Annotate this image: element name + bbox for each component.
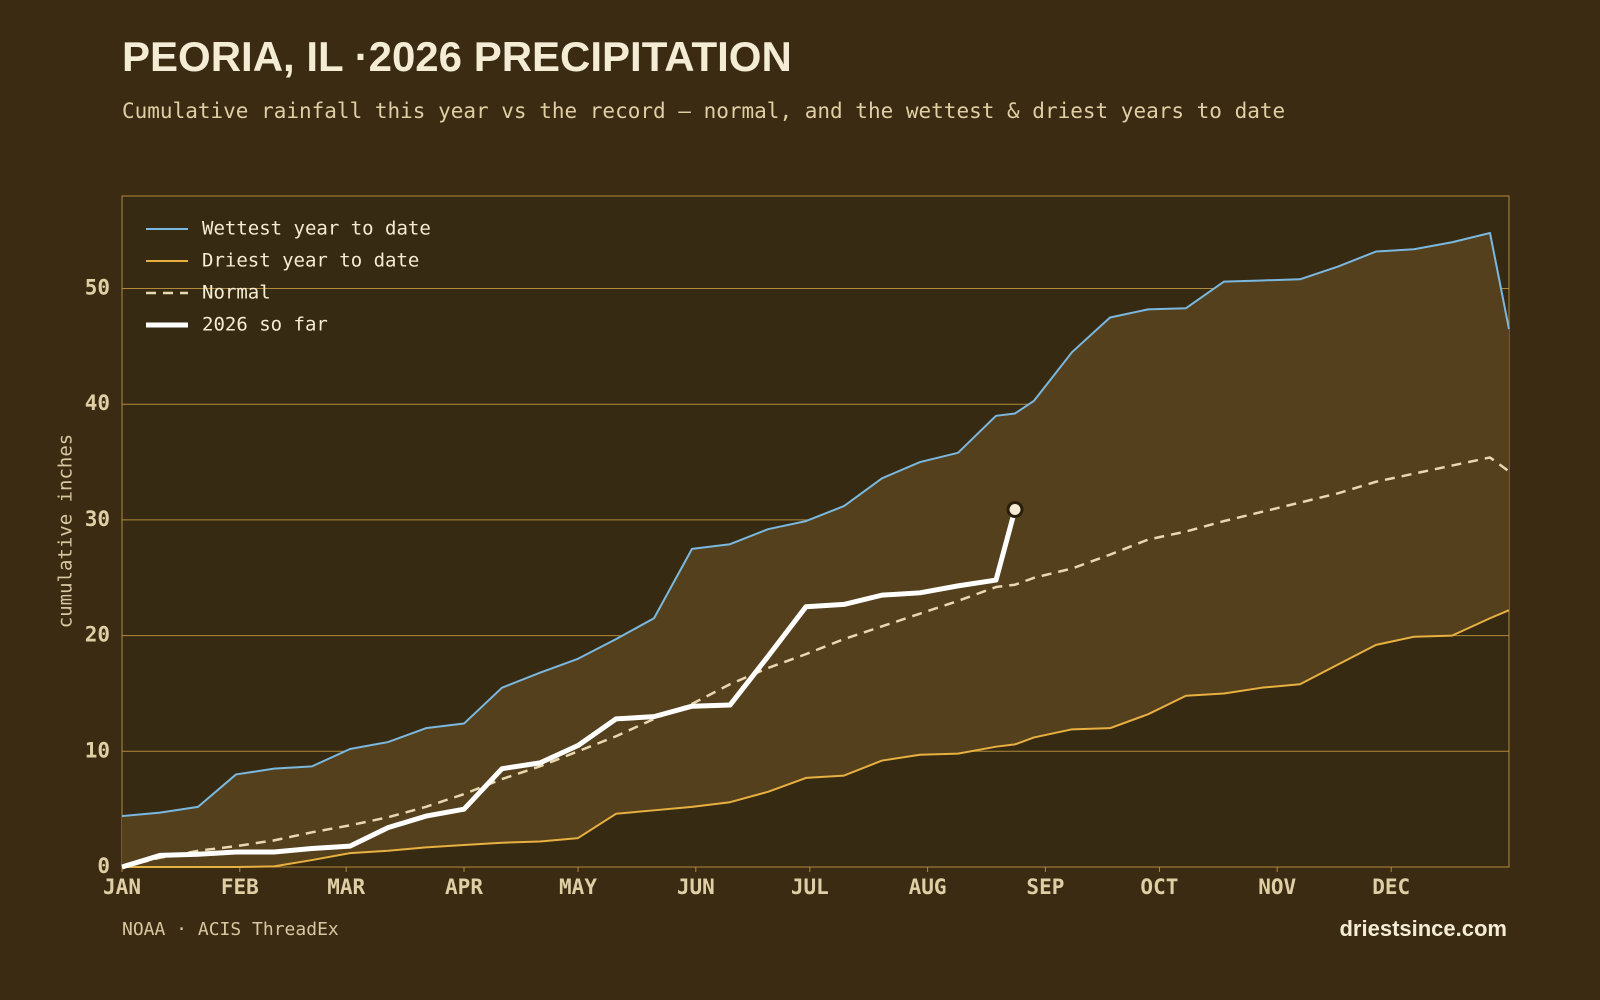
series-line — [121, 232, 1510, 818]
y-tick-label: 10 — [85, 738, 110, 762]
x-tick-label: SEP — [1026, 875, 1064, 899]
range-band — [122, 233, 1509, 867]
subtitle: Cumulative rainfall this year vs the rec… — [122, 99, 1285, 123]
y-axis-label: cumulative inches — [55, 434, 77, 628]
x-tick-label: DEC — [1372, 875, 1410, 899]
x-tick-label: JAN — [103, 875, 141, 899]
chart-title: PEORIA, IL ·2026 PRECIPITATION — [122, 33, 792, 80]
end-marker — [1006, 501, 1024, 519]
x-tick-label: JUL — [791, 875, 829, 899]
legend-label: Wettest year to date — [202, 218, 431, 240]
x-tick-label: FEB — [221, 875, 259, 899]
x-tick-label: JUN — [677, 875, 715, 899]
y-tick-label: 0 — [97, 854, 110, 878]
x-tick-label: MAR — [327, 875, 365, 899]
series-line — [121, 508, 1018, 870]
x-tick-label: MAY — [559, 875, 597, 899]
legend-label: Normal — [202, 282, 271, 304]
y-tick-label: 50 — [85, 276, 110, 300]
legend-label: 2026 so far — [202, 314, 328, 336]
brand: driestsince.com — [1339, 916, 1507, 941]
y-tick-label: 20 — [85, 623, 110, 647]
series-line — [122, 609, 1510, 868]
y-tick-label: 40 — [85, 391, 110, 415]
x-tick-label: NOV — [1258, 875, 1296, 899]
x-tick-label: OCT — [1140, 875, 1178, 899]
x-tick-label: AUG — [909, 875, 947, 899]
x-tick-label: APR — [445, 875, 483, 899]
series-line — [121, 456, 1510, 869]
y-tick-label: 30 — [85, 507, 110, 531]
legend-label: Driest year to date — [202, 250, 419, 272]
source: NOAA · ACIS ThreadEx — [122, 919, 339, 940]
